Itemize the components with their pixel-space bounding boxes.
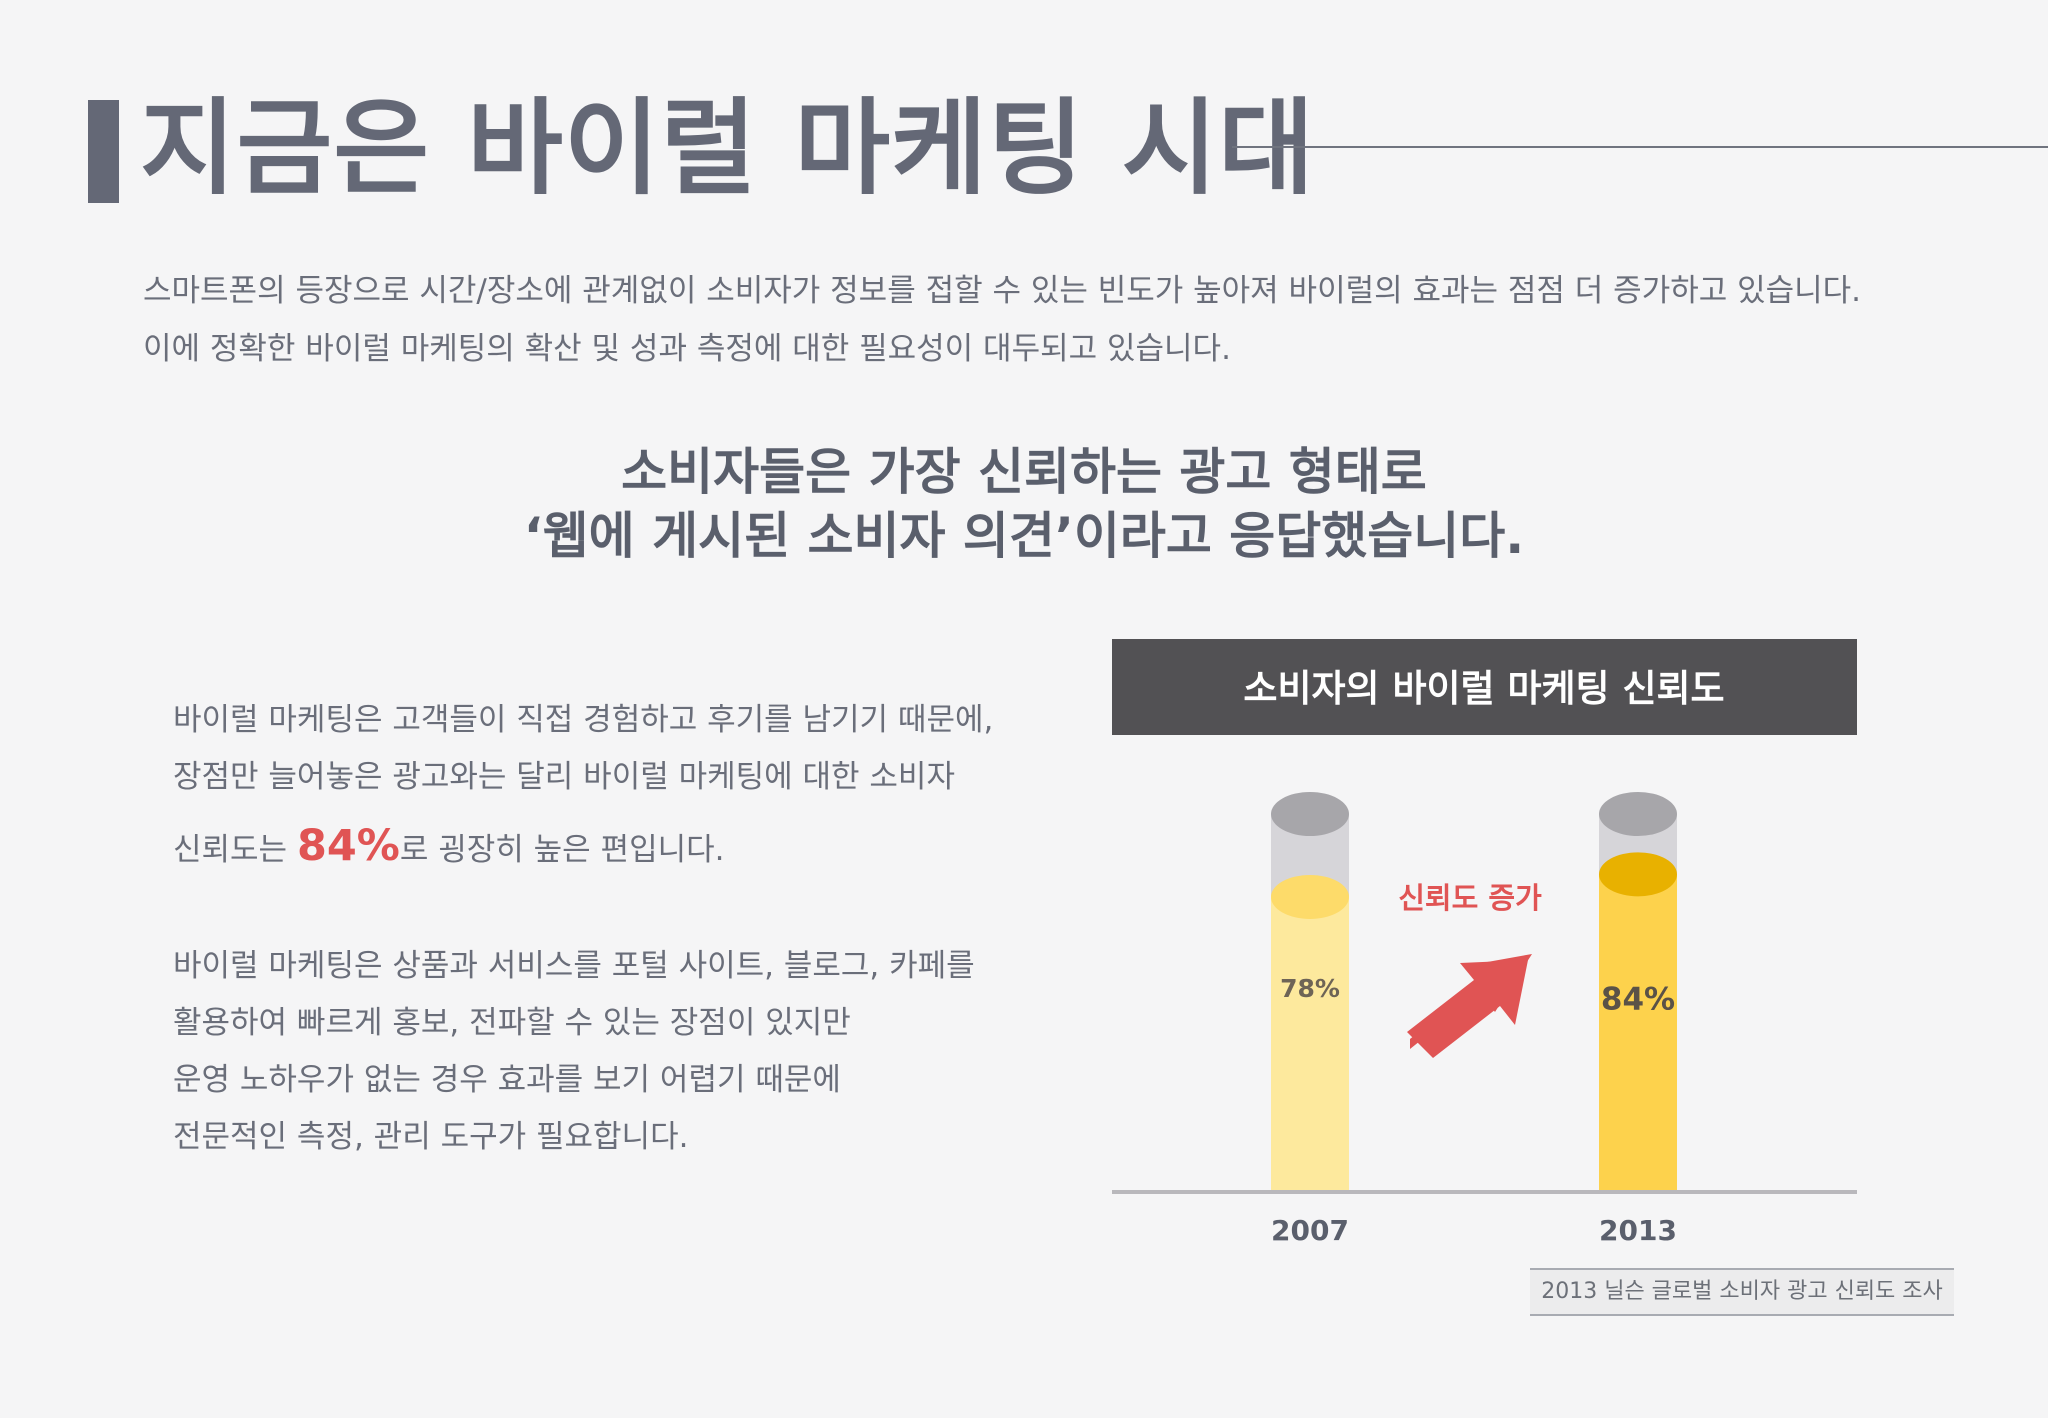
trust-line-prefix: 신뢰도는: [173, 832, 297, 868]
intro-line-2: 이에 정확한 바이럴 마케팅의 확산 및 성과 측정에 대한 필요성이 대두되고…: [143, 331, 1231, 367]
trend-annotation: 신뢰도 증가: [1398, 881, 1542, 915]
source-note: 2013 닐슨 글로벌 소비자 광고 신뢰도 조사: [1530, 1268, 1954, 1316]
bar-2007: [1271, 896, 1349, 1191]
paragraph-trust: 바이럴 마케팅은 고객들이 직접 경험하고 후기를 남기기 때문에, 장점만 늘…: [173, 692, 993, 886]
paragraph-trust-line-2: 장점만 늘어놓은 광고와는 달리 바이럴 마케팅에 대한 소비자: [173, 759, 955, 795]
title-accent-bar: [88, 100, 119, 203]
chart-header: [1112, 639, 1857, 735]
paragraph-tools: 바이럴 마케팅은 상품과 서비스를 포털 사이트, 블로그, 카페를 활용하여 …: [173, 938, 975, 1166]
title-divider: [1232, 146, 2048, 148]
increase-arrow-head: [1407, 960, 1528, 1058]
paragraph-trust-line-3: 신뢰도는 84%로 굉장히 높은 편입니다.: [173, 806, 993, 886]
category-label-2013: 2013: [1599, 1214, 1677, 1247]
paragraph-tools-line-4: 전문적인 측정, 관리 도구가 필요합니다.: [173, 1119, 689, 1155]
cylinder-cap-2007: [1271, 792, 1349, 836]
cylinder-cap-2013: [1599, 792, 1677, 836]
intro-text: 스마트폰의 등장으로 시간/장소에 관계없이 소비자가 정보를 접할 수 있는 …: [143, 262, 1861, 378]
category-label-2007: 2007: [1271, 1214, 1349, 1247]
trust-percent-highlight: 84%: [296, 821, 400, 871]
paragraph-tools-line-1: 바이럴 마케팅은 상품과 서비스를 포털 사이트, 블로그, 카페를: [173, 948, 975, 984]
paragraph-tools-line-2: 활용하여 빠르게 홍보, 전파할 수 있는 장점이 있지만: [173, 1005, 851, 1041]
headline-line-2: ‘웹에 게시된 소비자 의견’이라고 응답했습니다.: [523, 507, 1525, 565]
bar-top-2013: [1599, 852, 1677, 897]
value-label-2013: 84%: [1601, 981, 1675, 1017]
paragraph-trust-line-1: 바이럴 마케팅은 고객들이 직접 경험하고 후기를 남기기 때문에,: [173, 702, 994, 738]
bar-2013: [1599, 874, 1677, 1191]
bar-top-2007: [1271, 874, 1349, 919]
page-title: 지금은 바이럴 마케팅 시대: [140, 87, 1316, 209]
intro-line-1: 스마트폰의 등장으로 시간/장소에 관계없이 소비자가 정보를 접할 수 있는 …: [143, 273, 1862, 309]
chart-title: 소비자의 바이럴 마케팅 신뢰도: [1243, 667, 1724, 710]
headline-line-1: 소비자들은 가장 신뢰하는 광고 형태로: [621, 443, 1427, 501]
paragraph-tools-line-3: 운영 노하우가 없는 경우 효과를 보기 어렵기 때문에: [173, 1062, 841, 1098]
headline: 소비자들은 가장 신뢰하는 광고 형태로 ‘웹에 게시된 소비자 의견’이라고 …: [0, 440, 2048, 568]
value-label-2007: 78%: [1280, 974, 1340, 1003]
trust-line-suffix: 로 굉장히 높은 편입니다.: [399, 832, 725, 868]
